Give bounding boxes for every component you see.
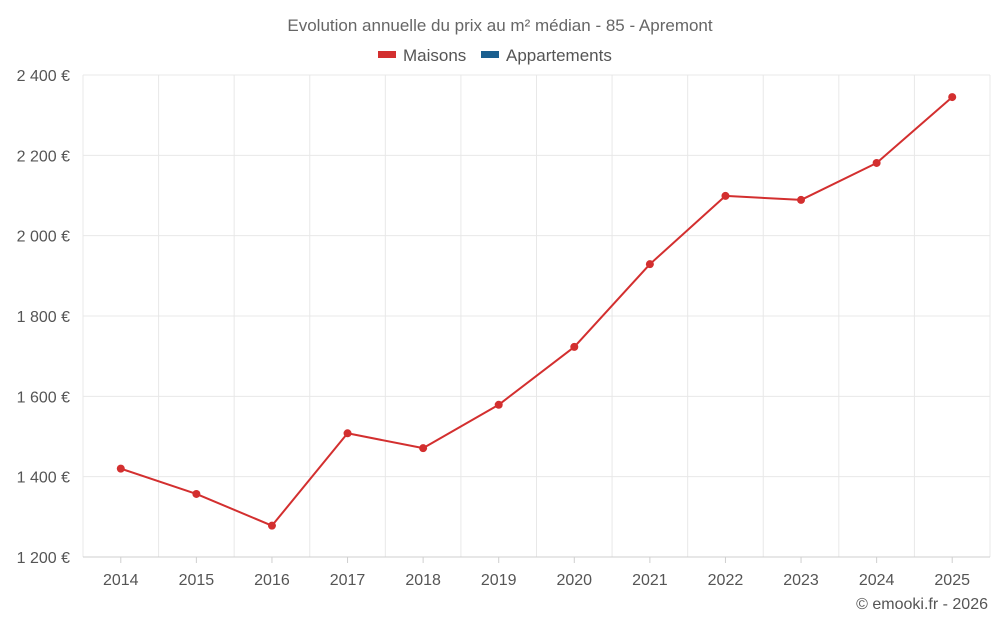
x-tick-label: 2023 [783,572,819,589]
data-point[interactable] [116,464,125,473]
data-point[interactable] [721,191,730,200]
data-point[interactable] [343,429,352,438]
credit-text: © emooki.fr - 2026 [856,596,988,613]
x-tick-label: 2020 [556,572,592,589]
y-tick-label: 1 800 € [17,309,70,326]
legend-label-appartements: Appartements [506,46,612,65]
x-tick-label: 2018 [405,572,441,589]
data-point[interactable] [645,260,654,269]
data-point[interactable] [797,195,806,204]
y-tick-label: 1 200 € [17,550,70,567]
legend: Maisons Appartements [378,46,612,65]
data-point[interactable] [419,444,428,453]
x-tick-label: 2019 [481,572,517,589]
legend-label-maisons: Maisons [403,46,466,65]
series-layer [116,93,957,530]
x-tick-label: 2021 [632,572,668,589]
data-point[interactable] [872,158,881,167]
data-point[interactable] [267,521,276,530]
legend-swatch-maisons [378,51,396,58]
legend-item-maisons[interactable]: Maisons [378,46,466,65]
x-tick-label: 2022 [708,572,744,589]
x-tick-label: 2016 [254,572,290,589]
legend-item-appartements[interactable]: Appartements [481,46,612,65]
x-tick-label: 2017 [330,572,366,589]
x-tick-label: 2014 [103,572,139,589]
x-tick-label: 2025 [934,572,970,589]
series-line-maisons [120,96,953,527]
chart-title: Evolution annuelle du prix au m² médian … [287,16,713,35]
data-point[interactable] [494,400,503,409]
legend-swatch-appartements [481,51,499,58]
data-point[interactable] [948,93,957,102]
y-tick-label: 1 400 € [17,470,70,487]
data-point[interactable] [570,342,579,351]
y-tick-label: 2 200 € [17,148,70,165]
grid [82,74,991,557]
y-tick-label: 2 000 € [17,229,70,246]
x-tick-label: 2024 [859,572,895,589]
data-point[interactable] [192,489,201,498]
y-tick-label: 1 600 € [17,389,70,406]
x-tick-label: 2015 [179,572,215,589]
axes: 1 200 € 1 400 € 1 600 € 1 800 € 2 000 € 2 200… [17,68,990,589]
y-tick-label: 2 400 € [17,68,70,85]
